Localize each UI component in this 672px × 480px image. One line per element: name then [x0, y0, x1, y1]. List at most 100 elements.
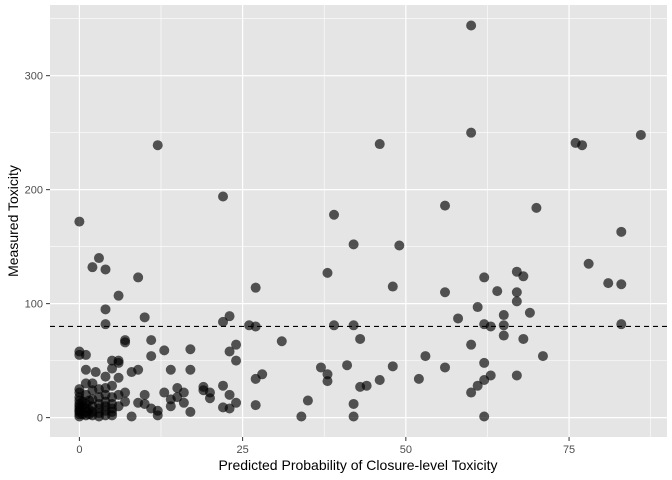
data-point	[479, 272, 490, 283]
data-point	[159, 345, 170, 356]
data-point	[133, 364, 144, 375]
minor-gridlines	[50, 5, 667, 437]
data-point	[479, 357, 490, 368]
data-point	[440, 362, 451, 373]
data-point	[479, 411, 490, 422]
data-point	[185, 364, 196, 375]
data-point	[394, 240, 405, 251]
data-point	[472, 380, 483, 391]
data-point	[100, 264, 111, 275]
data-point	[146, 351, 157, 362]
data-point	[185, 406, 196, 417]
data-point	[322, 376, 333, 387]
data-point	[218, 191, 229, 202]
data-point	[492, 286, 503, 297]
data-point	[80, 364, 91, 375]
data-point	[120, 337, 131, 348]
data-point	[466, 127, 477, 138]
data-point	[374, 375, 385, 386]
data-point	[485, 321, 496, 332]
data-point	[342, 360, 353, 371]
data-point	[498, 320, 509, 331]
y-axis-title: Measured Toxicity	[5, 165, 21, 277]
y-tick-label: 0	[37, 413, 43, 425]
data-point	[511, 287, 522, 298]
data-point	[355, 333, 366, 344]
data-point	[100, 371, 111, 382]
data-point	[524, 307, 535, 318]
data-point	[231, 397, 242, 408]
data-point	[100, 319, 111, 330]
data-point	[198, 381, 209, 392]
data-point	[296, 411, 307, 422]
data-point	[348, 320, 359, 331]
data-point	[453, 313, 464, 324]
data-point	[113, 290, 124, 301]
data-point	[466, 387, 477, 398]
data-point	[257, 369, 268, 380]
data-point	[603, 278, 614, 289]
data-point	[100, 304, 111, 315]
data-point	[250, 282, 261, 293]
data-point	[616, 279, 627, 290]
data-point	[616, 226, 627, 237]
data-point	[583, 258, 594, 269]
y-axis: 0 100 200 300	[25, 71, 50, 425]
data-point	[185, 344, 196, 355]
data-point	[224, 311, 235, 322]
data-point	[113, 372, 124, 383]
data-point	[80, 349, 91, 360]
data-points	[74, 20, 646, 422]
data-point	[440, 287, 451, 298]
data-point	[485, 370, 496, 381]
data-point	[511, 296, 522, 307]
data-point	[133, 272, 144, 283]
data-point	[577, 140, 588, 151]
data-point	[387, 281, 398, 292]
major-gridlines	[50, 5, 667, 437]
data-point	[616, 319, 627, 330]
x-tick-label: 0	[76, 444, 82, 456]
data-point	[139, 312, 150, 323]
data-point	[374, 139, 385, 150]
data-point	[159, 387, 170, 398]
data-point	[322, 267, 333, 278]
data-point	[348, 411, 359, 422]
data-point	[531, 202, 542, 213]
x-axis: 0 25 50 75	[76, 437, 575, 456]
y-tick-label: 100	[25, 299, 43, 311]
data-point	[276, 336, 287, 347]
data-point	[231, 355, 242, 366]
data-point	[518, 271, 529, 282]
data-point	[139, 389, 150, 400]
data-point	[348, 398, 359, 409]
data-point	[90, 367, 101, 378]
data-point	[466, 20, 477, 31]
data-point	[635, 129, 646, 140]
data-point	[126, 411, 137, 422]
data-point	[302, 395, 313, 406]
data-point	[107, 380, 118, 391]
data-point	[420, 351, 431, 362]
data-point	[361, 380, 372, 391]
data-point	[250, 321, 261, 332]
data-point	[93, 253, 104, 264]
data-point	[120, 396, 131, 407]
data-point	[152, 140, 163, 151]
data-point	[322, 369, 333, 380]
y-tick-label: 200	[25, 185, 43, 197]
data-point	[74, 216, 85, 227]
data-point	[218, 316, 229, 327]
y-tick-label: 300	[25, 71, 43, 83]
data-point	[218, 380, 229, 391]
data-point	[146, 335, 157, 346]
data-point	[329, 209, 340, 220]
data-point	[178, 397, 189, 408]
data-point	[152, 410, 163, 421]
data-point	[165, 401, 176, 412]
data-point	[87, 262, 98, 273]
data-point	[204, 393, 215, 404]
data-point	[165, 364, 176, 375]
data-point	[178, 387, 189, 398]
